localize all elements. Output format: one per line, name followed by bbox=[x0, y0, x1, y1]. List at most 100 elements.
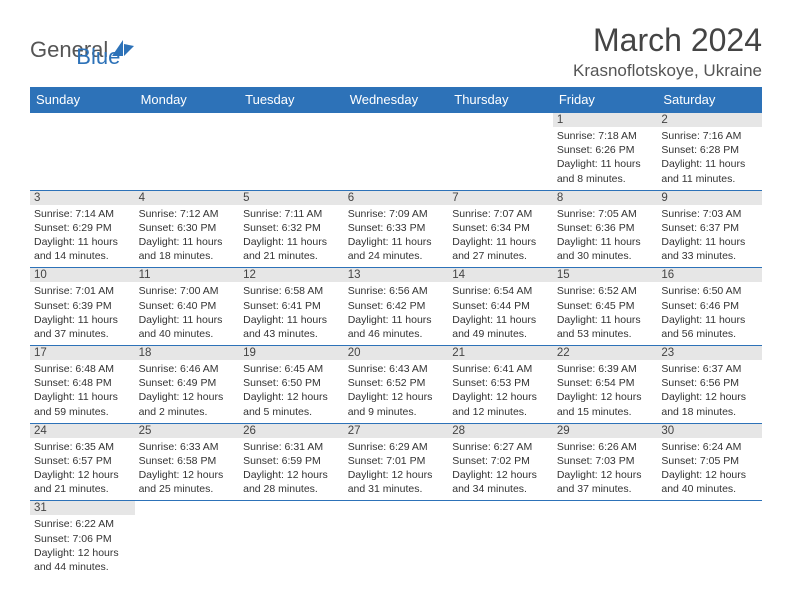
day-number: 31 bbox=[30, 501, 135, 515]
daylight-line-1: Daylight: 11 hours bbox=[348, 313, 445, 327]
sunset-line: Sunset: 6:50 PM bbox=[243, 376, 340, 390]
day-number: 18 bbox=[135, 346, 240, 360]
calendar-cell: 20Sunrise: 6:43 AMSunset: 6:52 PMDayligh… bbox=[344, 346, 449, 424]
daylight-line-2: and 34 minutes. bbox=[452, 482, 549, 496]
sunset-line: Sunset: 6:54 PM bbox=[557, 376, 654, 390]
calendar-cell bbox=[30, 113, 135, 191]
calendar-week-row: 24Sunrise: 6:35 AMSunset: 6:57 PMDayligh… bbox=[30, 423, 762, 501]
calendar-cell: 28Sunrise: 6:27 AMSunset: 7:02 PMDayligh… bbox=[448, 423, 553, 501]
day-details: Sunrise: 7:07 AMSunset: 6:34 PMDaylight:… bbox=[448, 205, 553, 268]
sunrise-line: Sunrise: 6:31 AM bbox=[243, 440, 340, 454]
day-number: 24 bbox=[30, 424, 135, 438]
daylight-line-2: and 2 minutes. bbox=[139, 405, 236, 419]
calendar-body: 1Sunrise: 7:18 AMSunset: 6:26 PMDaylight… bbox=[30, 113, 762, 579]
sunset-line: Sunset: 6:46 PM bbox=[661, 299, 758, 313]
sunrise-line: Sunrise: 6:46 AM bbox=[139, 362, 236, 376]
calendar-cell bbox=[135, 501, 240, 578]
day-details: Sunrise: 6:31 AMSunset: 6:59 PMDaylight:… bbox=[239, 438, 344, 501]
daylight-line-1: Daylight: 12 hours bbox=[348, 468, 445, 482]
calendar-cell bbox=[135, 113, 240, 191]
calendar-week-row: 10Sunrise: 7:01 AMSunset: 6:39 PMDayligh… bbox=[30, 268, 762, 346]
sunrise-line: Sunrise: 6:27 AM bbox=[452, 440, 549, 454]
daylight-line-1: Daylight: 12 hours bbox=[348, 390, 445, 404]
day-number: 11 bbox=[135, 268, 240, 282]
day-number: 2 bbox=[657, 113, 762, 127]
sunrise-line: Sunrise: 6:54 AM bbox=[452, 284, 549, 298]
calendar-cell: 12Sunrise: 6:58 AMSunset: 6:41 PMDayligh… bbox=[239, 268, 344, 346]
day-number: 12 bbox=[239, 268, 344, 282]
day-number: 4 bbox=[135, 191, 240, 205]
daylight-line-1: Daylight: 11 hours bbox=[557, 157, 654, 171]
weekday-header: Thursday bbox=[448, 87, 553, 113]
day-number: 23 bbox=[657, 346, 762, 360]
day-details: Sunrise: 6:56 AMSunset: 6:42 PMDaylight:… bbox=[344, 282, 449, 345]
day-number: 20 bbox=[344, 346, 449, 360]
sunset-line: Sunset: 6:53 PM bbox=[452, 376, 549, 390]
daylight-line-2: and 12 minutes. bbox=[452, 405, 549, 419]
weekday-header: Monday bbox=[135, 87, 240, 113]
calendar-week-row: 17Sunrise: 6:48 AMSunset: 6:48 PMDayligh… bbox=[30, 346, 762, 424]
daylight-line-2: and 5 minutes. bbox=[243, 405, 340, 419]
daylight-line-1: Daylight: 11 hours bbox=[34, 235, 131, 249]
daylight-line-1: Daylight: 11 hours bbox=[661, 235, 758, 249]
day-number: 17 bbox=[30, 346, 135, 360]
calendar-cell bbox=[448, 113, 553, 191]
sunset-line: Sunset: 6:30 PM bbox=[139, 221, 236, 235]
day-number: 8 bbox=[553, 191, 658, 205]
day-details: Sunrise: 6:22 AMSunset: 7:06 PMDaylight:… bbox=[30, 515, 135, 578]
calendar-cell: 21Sunrise: 6:41 AMSunset: 6:53 PMDayligh… bbox=[448, 346, 553, 424]
sunrise-line: Sunrise: 6:50 AM bbox=[661, 284, 758, 298]
day-number: 6 bbox=[344, 191, 449, 205]
weekday-header: Tuesday bbox=[239, 87, 344, 113]
day-details: Sunrise: 6:27 AMSunset: 7:02 PMDaylight:… bbox=[448, 438, 553, 501]
sunrise-line: Sunrise: 7:16 AM bbox=[661, 129, 758, 143]
sunset-line: Sunset: 7:02 PM bbox=[452, 454, 549, 468]
day-details: Sunrise: 7:16 AMSunset: 6:28 PMDaylight:… bbox=[657, 127, 762, 190]
daylight-line-1: Daylight: 11 hours bbox=[243, 313, 340, 327]
daylight-line-2: and 56 minutes. bbox=[661, 327, 758, 341]
day-details: Sunrise: 6:50 AMSunset: 6:46 PMDaylight:… bbox=[657, 282, 762, 345]
sunrise-line: Sunrise: 6:26 AM bbox=[557, 440, 654, 454]
day-number: 9 bbox=[657, 191, 762, 205]
sunset-line: Sunset: 7:03 PM bbox=[557, 454, 654, 468]
calendar-cell bbox=[239, 501, 344, 578]
sunset-line: Sunset: 6:28 PM bbox=[661, 143, 758, 157]
calendar-week-row: 1Sunrise: 7:18 AMSunset: 6:26 PMDaylight… bbox=[30, 113, 762, 191]
day-details: Sunrise: 6:43 AMSunset: 6:52 PMDaylight:… bbox=[344, 360, 449, 423]
day-number: 27 bbox=[344, 424, 449, 438]
day-number: 28 bbox=[448, 424, 553, 438]
sunrise-line: Sunrise: 6:56 AM bbox=[348, 284, 445, 298]
daylight-line-1: Daylight: 12 hours bbox=[139, 390, 236, 404]
daylight-line-2: and 37 minutes. bbox=[557, 482, 654, 496]
calendar-cell: 25Sunrise: 6:33 AMSunset: 6:58 PMDayligh… bbox=[135, 423, 240, 501]
sunset-line: Sunset: 6:42 PM bbox=[348, 299, 445, 313]
daylight-line-2: and 40 minutes. bbox=[661, 482, 758, 496]
sunset-line: Sunset: 6:57 PM bbox=[34, 454, 131, 468]
daylight-line-1: Daylight: 11 hours bbox=[557, 235, 654, 249]
calendar-cell: 7Sunrise: 7:07 AMSunset: 6:34 PMDaylight… bbox=[448, 190, 553, 268]
calendar-cell bbox=[553, 501, 658, 578]
daylight-line-1: Daylight: 12 hours bbox=[557, 468, 654, 482]
day-details: Sunrise: 7:12 AMSunset: 6:30 PMDaylight:… bbox=[135, 205, 240, 268]
day-details: Sunrise: 7:03 AMSunset: 6:37 PMDaylight:… bbox=[657, 205, 762, 268]
sunset-line: Sunset: 7:06 PM bbox=[34, 532, 131, 546]
sunset-line: Sunset: 6:45 PM bbox=[557, 299, 654, 313]
daylight-line-2: and 28 minutes. bbox=[243, 482, 340, 496]
day-number: 10 bbox=[30, 268, 135, 282]
logo-text-blue: Blue bbox=[76, 44, 120, 69]
sunrise-line: Sunrise: 7:11 AM bbox=[243, 207, 340, 221]
calendar-week-row: 31Sunrise: 6:22 AMSunset: 7:06 PMDayligh… bbox=[30, 501, 762, 578]
weekday-header-row: Sunday Monday Tuesday Wednesday Thursday… bbox=[30, 87, 762, 113]
day-number: 22 bbox=[553, 346, 658, 360]
sunrise-line: Sunrise: 6:29 AM bbox=[348, 440, 445, 454]
sunrise-line: Sunrise: 6:41 AM bbox=[452, 362, 549, 376]
calendar-cell: 9Sunrise: 7:03 AMSunset: 6:37 PMDaylight… bbox=[657, 190, 762, 268]
calendar-cell: 2Sunrise: 7:16 AMSunset: 6:28 PMDaylight… bbox=[657, 113, 762, 191]
sunrise-line: Sunrise: 7:14 AM bbox=[34, 207, 131, 221]
sunset-line: Sunset: 6:40 PM bbox=[139, 299, 236, 313]
day-details: Sunrise: 6:58 AMSunset: 6:41 PMDaylight:… bbox=[239, 282, 344, 345]
daylight-line-1: Daylight: 11 hours bbox=[139, 313, 236, 327]
day-details: Sunrise: 6:41 AMSunset: 6:53 PMDaylight:… bbox=[448, 360, 553, 423]
sunset-line: Sunset: 6:29 PM bbox=[34, 221, 131, 235]
sunrise-line: Sunrise: 6:24 AM bbox=[661, 440, 758, 454]
